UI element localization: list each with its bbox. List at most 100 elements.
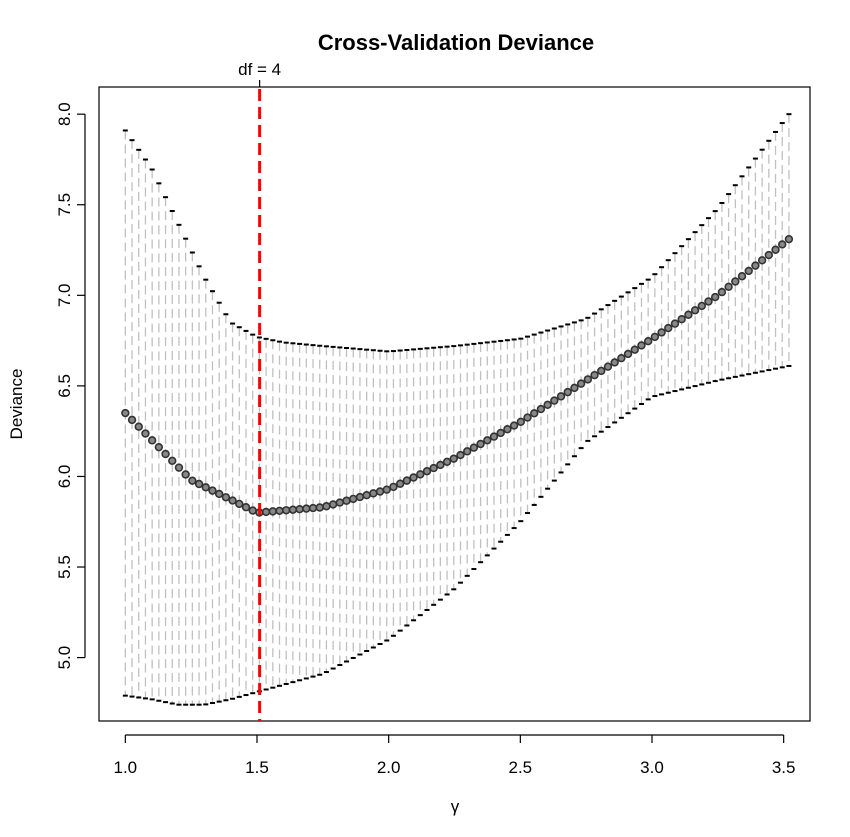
x-tick-label: 3.5: [772, 758, 796, 777]
reference-line-label: df = 4: [238, 60, 281, 79]
mean-point: [161, 449, 170, 459]
mean-point: [355, 492, 365, 502]
x-tick-label: 3.0: [640, 758, 664, 777]
mean-point: [623, 349, 633, 359]
mean-point: [335, 498, 345, 507]
mean-point: [416, 470, 425, 479]
mean-point: [308, 503, 318, 513]
mean-point: [362, 491, 371, 500]
mean-point: [543, 400, 552, 410]
mean-point: [382, 485, 391, 494]
mean-point: [409, 473, 418, 482]
mean-point: [395, 479, 405, 488]
mean-point: [597, 366, 606, 376]
mean-point: [617, 353, 626, 363]
mean-point: [154, 442, 164, 452]
mean-point: [483, 436, 492, 445]
mean-point: [141, 429, 150, 438]
y-tick-label: 6.0: [55, 465, 74, 489]
mean-point: [121, 408, 130, 418]
mean-point: [275, 506, 284, 516]
mean-point: [576, 379, 586, 388]
mean-point: [369, 489, 378, 498]
mean-point: [147, 436, 157, 445]
x-tick-label: 1.0: [114, 758, 138, 777]
mean-point: [268, 507, 277, 516]
mean-point: [744, 266, 753, 276]
mean-point: [509, 421, 519, 430]
mean-point: [261, 507, 271, 517]
mean-point: [643, 337, 653, 346]
mean-point: [536, 404, 546, 414]
mean-point: [422, 467, 432, 476]
y-axis-label: Deviance: [7, 369, 26, 440]
mean-point: [208, 486, 217, 495]
error-bar-caps: [122, 113, 792, 706]
y-tick-label: 7.5: [55, 193, 74, 217]
mean-point: [402, 476, 412, 485]
mean-point: [188, 476, 197, 485]
mean-point: [690, 306, 700, 315]
mean-point: [315, 503, 324, 512]
mean-point: [670, 319, 680, 328]
x-axis: 1.0 1.5 2.0 2.5 3.0 3.5: [114, 734, 796, 777]
chart-title: Cross-Validation Deviance: [318, 30, 594, 55]
mean-point: [757, 256, 767, 265]
mean-point: [550, 396, 559, 405]
mean-point: [181, 470, 190, 479]
mean-point: [429, 463, 438, 473]
mean-point: [563, 387, 572, 397]
mean-point: [134, 422, 143, 431]
y-axis: 5.0 5.5 6.0 6.5 7.0 7.5 8.0: [55, 102, 86, 670]
mean-point: [556, 392, 566, 401]
error-bars: [124, 114, 790, 705]
plot-frame: [98, 86, 811, 722]
y-tick-label: 8.0: [55, 102, 74, 126]
mean-point: [496, 428, 505, 438]
mean-point: [704, 297, 713, 306]
y-tick-label: 5.0: [55, 646, 74, 670]
mean-point: [295, 504, 304, 514]
mean-point: [724, 282, 733, 292]
mean-point: [784, 234, 794, 244]
mean-point: [771, 245, 780, 254]
mean-point: [375, 487, 385, 496]
mean-point: [610, 358, 619, 367]
mean-point: [248, 506, 257, 515]
mean-point: [778, 240, 787, 249]
mean-points: [121, 234, 794, 517]
mean-point: [764, 250, 774, 260]
mean-point: [201, 483, 210, 492]
mean-point: [476, 439, 485, 449]
mean-point: [322, 502, 331, 511]
mean-point: [489, 432, 499, 441]
mean-point: [677, 314, 686, 324]
mean-point: [214, 489, 224, 499]
mean-point: [342, 496, 351, 505]
mean-point: [570, 383, 579, 393]
mean-point: [462, 447, 472, 456]
mean-point: [241, 503, 251, 512]
mean-point: [637, 341, 646, 350]
mean-point: [650, 332, 660, 342]
mean-point: [349, 494, 358, 504]
mean-point: [590, 370, 599, 380]
x-axis-label: γ: [451, 797, 460, 816]
y-tick-label: 5.5: [55, 555, 74, 579]
y-tick-label: 6.5: [55, 374, 74, 398]
x-tick-label: 1.5: [245, 758, 269, 777]
mean-point: [731, 277, 740, 286]
mean-point: [288, 505, 298, 514]
mean-point: [664, 323, 673, 333]
mean-point: [328, 500, 338, 509]
mean-point: [717, 287, 727, 297]
mean-point: [302, 504, 311, 513]
mean-point: [710, 292, 720, 302]
mean-point: [235, 499, 244, 509]
mean-point: [449, 454, 458, 463]
x-tick-label: 2.0: [377, 758, 401, 777]
mean-point: [456, 450, 465, 460]
mean-point: [174, 463, 184, 472]
mean-point: [657, 328, 666, 337]
